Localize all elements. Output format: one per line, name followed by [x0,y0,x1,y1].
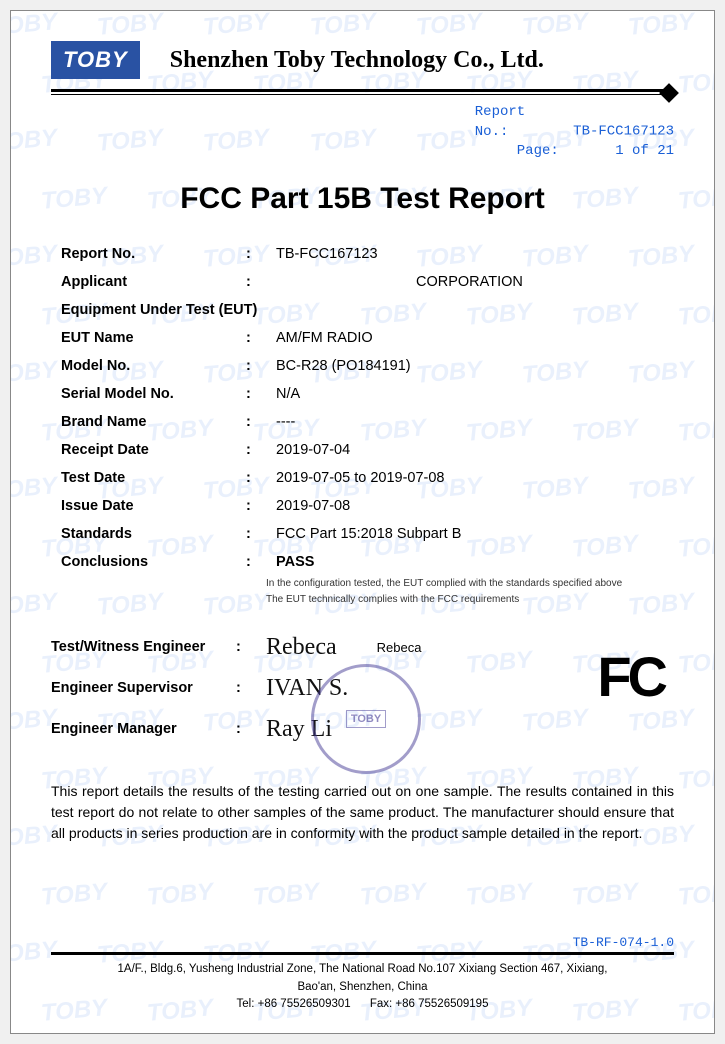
eut-section-header: Equipment Under Test (EUT) [61,302,674,318]
meta-report-label: Report No.: [475,103,565,142]
header: TOBY Shenzhen Toby Technology Co., Ltd. [51,41,674,79]
compliance-notes: In the configuration tested, the EUT com… [266,576,674,608]
footer-divider [51,952,674,955]
field-model-no: Model No. : BC-R28 (PO184191) [61,358,674,374]
field-serial-model: Serial Model No. : N/A [61,386,674,402]
header-divider [51,89,674,95]
field-report-no: Report No. : TB-FCC167123 [61,246,674,262]
meta-page-value: 1 of 21 [615,143,674,159]
meta-report-value: TB-FCC167123 [573,124,674,140]
fcc-logo: FC [597,644,664,709]
field-eut-name: EUT Name : AM/FM RADIO [61,330,674,346]
field-receipt-date: Receipt Date : 2019-07-04 [61,442,674,458]
signature-area: FC TOBY Test/Witness Engineer : Rebeca R… [51,634,674,757]
report-title: FCC Part 15B Test Report [51,182,674,216]
diamond-icon [659,83,679,103]
footer-address: 1A/F., Bldg.6, Yusheng Industrial Zone, … [51,961,674,1013]
fields-block: Report No. : TB-FCC167123 Applicant : CO… [61,246,674,582]
field-brand-name: Brand Name : ---- [61,414,674,430]
field-conclusions: Conclusions : PASS [61,554,674,570]
toby-logo: TOBY [51,41,140,79]
meta-page-label: Page: [517,142,607,162]
company-name: Shenzhen Toby Technology Co., Ltd. [170,47,544,74]
footer-code: TB-RF-074-1.0 [51,935,674,950]
field-issue-date: Issue Date : 2019-07-08 [61,498,674,514]
footer: TB-RF-074-1.0 1A/F., Bldg.6, Yusheng Ind… [51,935,674,1013]
sig-test-engineer: Test/Witness Engineer : Rebeca Rebeca [51,634,674,661]
field-applicant: Applicant : CORPORATION [61,274,674,290]
company-stamp: TOBY [311,664,421,774]
disclaimer-text: This report details the results of the t… [51,781,674,844]
field-test-date: Test Date : 2019-07-05 to 2019-07-08 [61,470,674,486]
header-meta: Report No.: TB-FCC167123 Page: 1 of 21 [51,103,674,162]
content: TOBY Shenzhen Toby Technology Co., Ltd. … [11,11,714,1033]
document-page: TOBYTOBYTOBYTOBYTOBYTOBYTOBYTOBYTOBYTOBY… [10,10,715,1034]
field-standards: Standards : FCC Part 15:2018 Subpart B [61,526,674,542]
